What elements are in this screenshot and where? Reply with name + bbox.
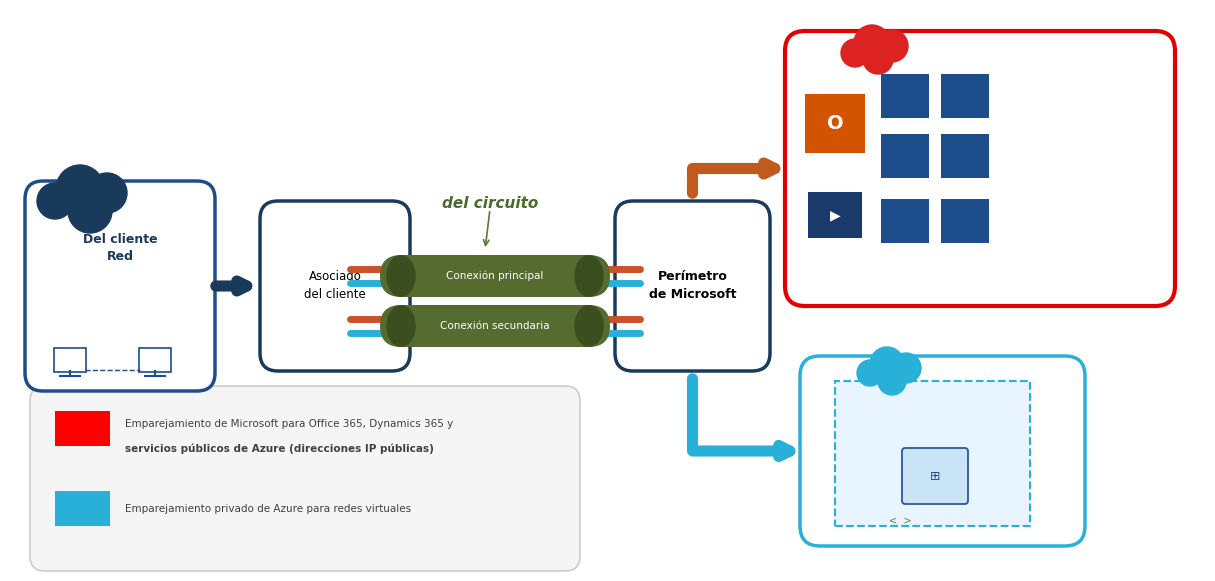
FancyBboxPatch shape [260, 201, 409, 371]
Text: servicios públicos de Azure (direcciones IP públicas): servicios públicos de Azure (direcciones… [125, 443, 434, 454]
FancyBboxPatch shape [881, 74, 929, 118]
FancyBboxPatch shape [940, 134, 989, 178]
Circle shape [36, 183, 73, 219]
Circle shape [854, 25, 891, 61]
Circle shape [56, 165, 104, 213]
Text: del circuito: del circuito [442, 196, 538, 211]
Circle shape [857, 360, 883, 386]
FancyBboxPatch shape [380, 255, 610, 297]
FancyBboxPatch shape [940, 199, 989, 243]
Circle shape [87, 173, 128, 213]
Text: Asociado
del cliente: Asociado del cliente [304, 271, 366, 302]
FancyBboxPatch shape [785, 31, 1175, 306]
Text: <  >: < > [888, 516, 911, 526]
FancyBboxPatch shape [881, 134, 929, 178]
FancyBboxPatch shape [799, 356, 1085, 546]
FancyBboxPatch shape [55, 411, 111, 446]
FancyBboxPatch shape [55, 491, 111, 526]
FancyBboxPatch shape [139, 348, 171, 372]
Text: Emparejamiento de Microsoft para Office 365, Dynamics 365 y: Emparejamiento de Microsoft para Office … [125, 419, 453, 429]
FancyBboxPatch shape [835, 381, 1030, 526]
Ellipse shape [575, 255, 604, 297]
Circle shape [841, 39, 869, 67]
Circle shape [863, 44, 893, 74]
FancyBboxPatch shape [806, 94, 865, 153]
Text: ▶: ▶ [830, 208, 841, 222]
FancyBboxPatch shape [881, 199, 929, 243]
Ellipse shape [386, 305, 416, 347]
Text: Del cliente
Red: Del cliente Red [83, 233, 157, 263]
Text: ⊞: ⊞ [929, 469, 940, 482]
Text: Perímetro
de Microsoft: Perímetro de Microsoft [649, 271, 736, 302]
Circle shape [870, 347, 904, 381]
Circle shape [68, 189, 112, 233]
Circle shape [878, 367, 906, 395]
FancyBboxPatch shape [615, 201, 770, 371]
Text: O: O [826, 113, 843, 132]
Text: Emparejamiento privado de Azure para redes virtuales: Emparejamiento privado de Azure para red… [125, 504, 411, 514]
Circle shape [891, 353, 921, 383]
FancyBboxPatch shape [902, 448, 968, 504]
Circle shape [876, 30, 908, 62]
Text: Conexión secundaria: Conexión secundaria [440, 321, 550, 331]
Ellipse shape [386, 255, 416, 297]
FancyBboxPatch shape [808, 192, 861, 238]
FancyBboxPatch shape [53, 348, 86, 372]
FancyBboxPatch shape [26, 181, 215, 391]
FancyBboxPatch shape [940, 74, 989, 118]
FancyBboxPatch shape [30, 386, 580, 571]
FancyBboxPatch shape [380, 305, 610, 347]
Text: Conexión principal: Conexión principal [446, 271, 543, 281]
Ellipse shape [575, 305, 604, 347]
